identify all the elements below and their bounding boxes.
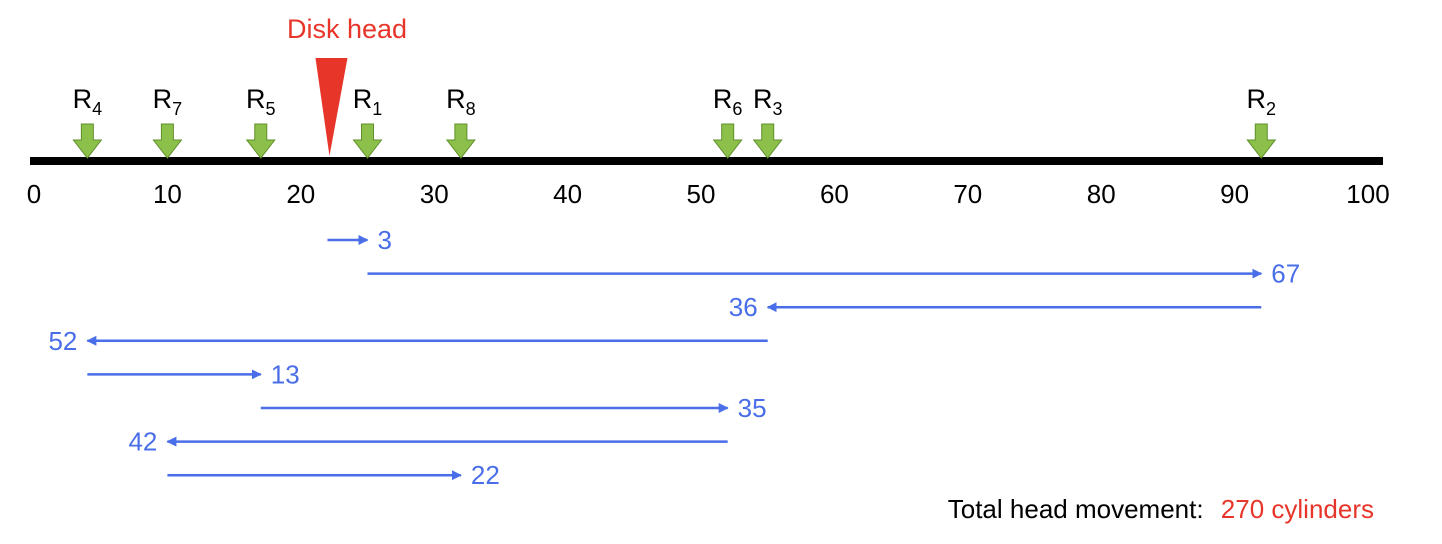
movement-distance: 22	[471, 460, 500, 490]
tick-label: 10	[153, 179, 182, 209]
request-arrow-icon	[445, 123, 476, 159]
request-arrow-icon	[752, 123, 783, 159]
tick-label: 50	[687, 179, 716, 209]
request-label: R6	[713, 84, 743, 119]
total-value: 270 cylinders	[1221, 494, 1374, 524]
tick-label: 60	[820, 179, 849, 209]
movement-distance: 35	[738, 393, 767, 423]
head-movements: 3 67 36 52 13 35 42 22	[48, 225, 1300, 490]
request-label: R7	[153, 84, 183, 119]
tick-label: 0	[27, 179, 41, 209]
tick-label: 30	[420, 179, 449, 209]
request-arrow-icon	[245, 123, 276, 159]
request-R2: R2	[1246, 84, 1277, 159]
request-R3: R3	[752, 84, 783, 159]
movement-2: 67	[367, 259, 1300, 289]
request-R1: R1	[352, 84, 383, 159]
total-head-movement: Total head movement: 270 cylinders	[948, 494, 1374, 524]
tick-label: 90	[1220, 179, 1249, 209]
request-arrow-icon	[712, 123, 743, 159]
request-R4: R4	[72, 84, 103, 159]
disk-head-label: Disk head	[287, 14, 407, 44]
tick-label: 70	[953, 179, 982, 209]
request-label: R2	[1247, 84, 1277, 119]
movement-8: 22	[167, 460, 500, 490]
total-prefix: Total head movement:	[948, 494, 1204, 524]
movement-4: 52	[48, 326, 768, 356]
request-arrow-icon	[152, 123, 183, 159]
request-R6: R6	[712, 84, 743, 159]
request-R8: R8	[445, 84, 476, 159]
movement-distance: 52	[48, 326, 77, 356]
movement-distance: 3	[378, 225, 392, 255]
movement-distance: 13	[271, 359, 300, 389]
movement-3: 36	[729, 292, 1262, 322]
tick-label: 80	[1087, 179, 1116, 209]
request-markers: R4 R7 R5 R1 R8 R6 R3 R2	[72, 84, 1277, 159]
axis-tick-labels: 0 10 20 30 40 50 60 70 80 90 100	[27, 179, 1390, 209]
disk-head-marker	[315, 58, 348, 156]
movement-1: 3	[327, 225, 392, 255]
request-label: R5	[246, 84, 276, 119]
request-arrow-icon	[352, 123, 383, 159]
request-label: R4	[73, 84, 103, 119]
tick-label: 40	[553, 179, 582, 209]
request-label: R1	[353, 84, 383, 119]
movement-7: 42	[128, 427, 728, 457]
movement-6: 35	[260, 393, 767, 423]
request-label: R3	[753, 84, 783, 119]
movement-distance: 36	[729, 292, 758, 322]
movement-distance: 67	[1271, 259, 1300, 289]
tick-label: 20	[286, 179, 315, 209]
movement-distance: 42	[128, 427, 157, 457]
request-arrow-icon	[72, 123, 103, 159]
request-R7: R7	[152, 84, 183, 159]
request-label: R8	[446, 84, 476, 119]
tick-label: 100	[1346, 179, 1389, 209]
request-arrow-icon	[1246, 123, 1277, 159]
request-R5: R5	[245, 84, 276, 159]
movement-5: 13	[87, 359, 300, 389]
